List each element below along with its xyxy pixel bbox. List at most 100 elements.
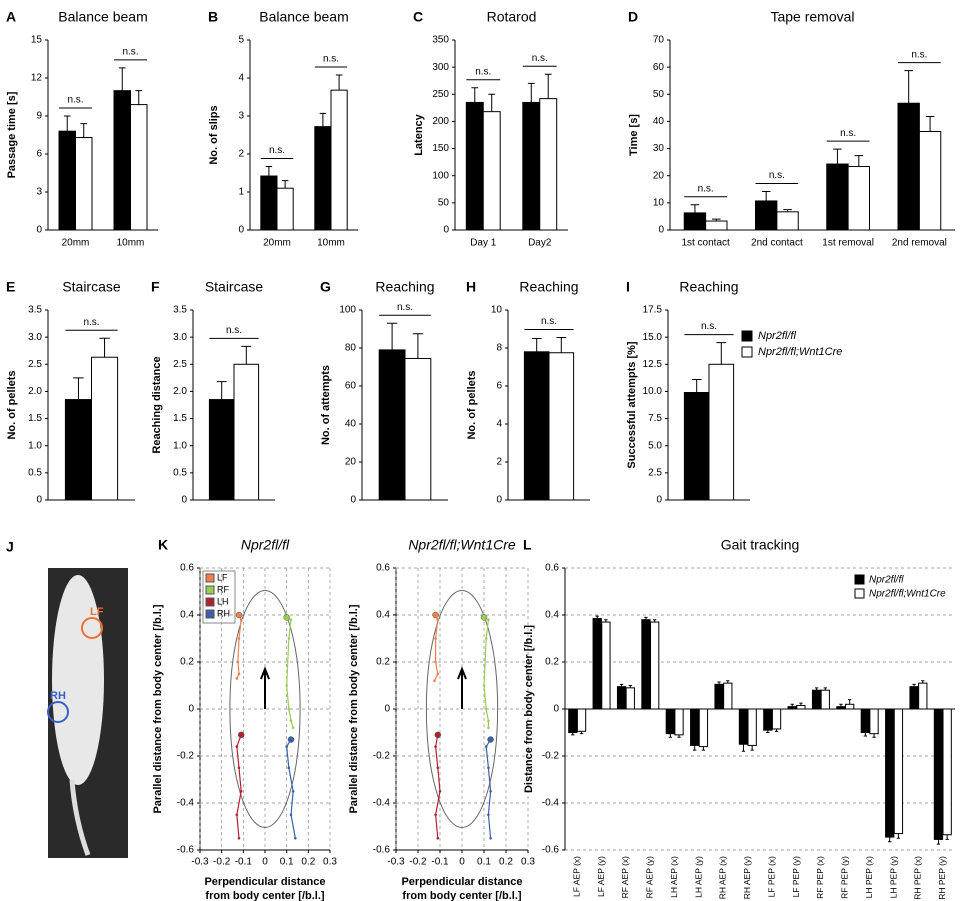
panel-letter: D bbox=[628, 9, 638, 25]
bar bbox=[897, 102, 920, 231]
x-axis-label: from body center [/b.l.] bbox=[205, 890, 325, 901]
bar bbox=[845, 703, 855, 710]
chart-title: Reaching bbox=[375, 279, 434, 295]
chart: 0 1 2 3 4 5 Balance beam No. of slips B 20mm 10mm n… bbox=[208, 9, 358, 249]
bar bbox=[698, 708, 709, 748]
x-tick-label: RF AEP (x) bbox=[620, 856, 630, 899]
chart: 0 20 40 60 80 100 Reaching No. of attempts Gn.s. bbox=[320, 279, 448, 506]
y-tick-label: 40 bbox=[345, 419, 357, 430]
error-bar bbox=[912, 683, 916, 687]
error-bar bbox=[471, 87, 479, 103]
y-axis-label: Successful attempts [%] bbox=[626, 341, 638, 468]
error-bar bbox=[281, 180, 289, 189]
y-axis-label: Parallel distance from body center [/b.l… bbox=[152, 604, 164, 813]
body-outline bbox=[229, 590, 301, 828]
y-tick-label: 200 bbox=[432, 116, 449, 127]
paw-point bbox=[487, 618, 490, 621]
error-bar bbox=[644, 616, 648, 620]
y-tick-label: 2.0 bbox=[173, 386, 187, 397]
paw-point bbox=[294, 836, 297, 840]
x-tick-label: LH AEP (x) bbox=[669, 856, 679, 898]
panel-letter: E bbox=[6, 279, 15, 295]
x-tick-label: 2nd removal bbox=[892, 238, 947, 249]
y-tick-label: 350 bbox=[432, 35, 449, 46]
x-tick-label: 0.3 bbox=[521, 857, 535, 868]
error-bar bbox=[668, 733, 672, 738]
x-tick-label: 0.3 bbox=[323, 857, 337, 868]
annotation: n.s. bbox=[122, 47, 138, 58]
x-tick-label: LH PEP (y) bbox=[888, 856, 898, 899]
y-tick-label: 9 bbox=[36, 111, 42, 122]
y-tick-label: 40 bbox=[653, 116, 665, 127]
error-bar bbox=[319, 112, 327, 127]
chart: 0 0.5 1.0 1.5 2.0 2.5 3.0 3.5 Staircase No. of pe… bbox=[6, 279, 135, 506]
paw-point bbox=[484, 745, 488, 748]
bar bbox=[233, 363, 260, 501]
x-tick-label: -0.1 bbox=[431, 857, 449, 868]
error-bar bbox=[774, 728, 779, 732]
y-tick-label: -0.6 bbox=[373, 845, 391, 856]
y-tick-label: 100 bbox=[432, 170, 449, 181]
bar bbox=[893, 708, 904, 835]
y-tick-label: 0 bbox=[658, 225, 664, 236]
bar bbox=[705, 220, 728, 231]
y-tick-label: 0.4 bbox=[180, 610, 194, 621]
y-tick-label: 70 bbox=[653, 35, 665, 46]
error-bar bbox=[99, 337, 110, 358]
bar bbox=[820, 689, 830, 710]
mouse-body bbox=[52, 575, 104, 785]
paw-trace bbox=[236, 614, 242, 679]
paw-point bbox=[289, 719, 293, 723]
bar bbox=[918, 130, 942, 231]
y-tick-label: -0.2 bbox=[542, 751, 560, 762]
x-tick-label: Day2 bbox=[528, 238, 552, 249]
x-tick-label: RF AEP (y) bbox=[645, 856, 655, 899]
annotation: n.s. bbox=[83, 317, 99, 328]
paw-point bbox=[484, 707, 488, 711]
legend-label: Npr2fl/fl;Wnt1Cre bbox=[869, 589, 946, 600]
y-tick-label: 0.4 bbox=[545, 610, 559, 621]
chart-title: Gait tracking bbox=[721, 537, 800, 553]
x-tick-label: -0.3 bbox=[387, 857, 405, 868]
bar bbox=[909, 686, 919, 710]
chart-title: Balance beam bbox=[58, 9, 148, 25]
paw-point bbox=[436, 672, 440, 676]
y-tick-label: -0.2 bbox=[373, 751, 391, 762]
error-bar bbox=[701, 746, 706, 751]
y-tick-label: 10 bbox=[491, 305, 503, 316]
x-tick-label: 0 bbox=[262, 857, 268, 868]
bar bbox=[796, 704, 806, 710]
y-tick-label: 0 bbox=[496, 495, 502, 506]
bar bbox=[776, 211, 799, 231]
y-tick-label: 3.0 bbox=[28, 332, 42, 343]
x-tick-label: 0.2 bbox=[499, 857, 513, 868]
y-tick-label: 0.6 bbox=[545, 563, 559, 574]
paw-point bbox=[289, 813, 293, 817]
y-tick-label: 2.0 bbox=[28, 386, 42, 397]
error-bar bbox=[216, 381, 227, 400]
y-tick-label: 100 bbox=[339, 305, 356, 316]
chart-title: Rotarod bbox=[487, 9, 537, 25]
legend: Npr2fl/fl Npr2fl/fl;Wnt1Cre bbox=[741, 330, 842, 358]
y-tick-label: 0.2 bbox=[376, 657, 390, 668]
x-tick-label: 0.1 bbox=[280, 857, 294, 868]
bar bbox=[592, 618, 602, 710]
y-tick-label: 0 bbox=[656, 495, 662, 506]
y-tick-label: 0 bbox=[36, 225, 42, 236]
annotation: n.s. bbox=[769, 170, 785, 181]
y-tick-label: 15.0 bbox=[643, 332, 663, 343]
error-bar bbox=[761, 190, 771, 201]
y-tick-label: 0.4 bbox=[376, 610, 390, 621]
paw-point bbox=[237, 637, 241, 640]
chart-title: Npr2fl/fl;Wnt1Cre bbox=[408, 537, 516, 553]
chart: 0 2.5 5.0 7.5 10.0 12.5 15.0 17.5 Reaching Succes… bbox=[626, 279, 750, 506]
panel-letter: L bbox=[523, 537, 532, 553]
error-bar bbox=[726, 680, 730, 684]
error-bar bbox=[799, 702, 803, 706]
paw-point bbox=[235, 677, 239, 680]
y-tick-label: 0.6 bbox=[180, 563, 194, 574]
paw-point bbox=[438, 789, 442, 793]
y-tick-label: 0.2 bbox=[545, 657, 559, 668]
bar bbox=[708, 363, 735, 501]
paw-point bbox=[436, 836, 440, 840]
